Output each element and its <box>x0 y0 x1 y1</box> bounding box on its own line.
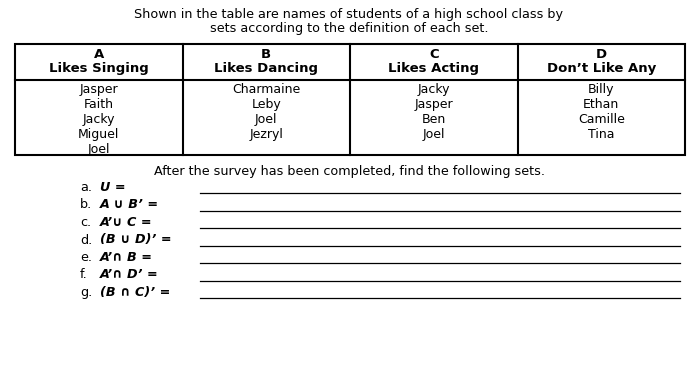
Text: Jasper: Jasper <box>80 83 118 96</box>
Text: Likes Singing: Likes Singing <box>49 62 149 75</box>
Text: Miguel: Miguel <box>78 128 119 141</box>
Text: e.: e. <box>80 251 92 264</box>
Text: a.: a. <box>80 181 92 194</box>
Text: Ben: Ben <box>422 113 446 126</box>
Text: Jasper: Jasper <box>415 98 453 111</box>
Text: C: C <box>429 48 438 61</box>
Text: sets according to the definition of each set.: sets according to the definition of each… <box>210 22 488 35</box>
Text: Camille: Camille <box>578 113 625 126</box>
Text: D: D <box>595 48 607 61</box>
Text: Don’t Like Any: Don’t Like Any <box>547 62 656 75</box>
Text: A’∪ C =: A’∪ C = <box>100 216 152 229</box>
Text: A: A <box>94 48 104 61</box>
Text: Billy: Billy <box>588 83 614 96</box>
Text: Joel: Joel <box>255 113 278 126</box>
Text: Faith: Faith <box>84 98 114 111</box>
Text: Jacky: Jacky <box>82 113 115 126</box>
Text: Charmaine: Charmaine <box>232 83 300 96</box>
Text: Likes Acting: Likes Acting <box>388 62 480 75</box>
Text: U =: U = <box>100 181 126 194</box>
Text: Joel: Joel <box>87 143 110 156</box>
Text: Likes Dancing: Likes Dancing <box>214 62 318 75</box>
Text: B: B <box>261 48 272 61</box>
Text: (B ∪ D)’ =: (B ∪ D)’ = <box>100 234 172 246</box>
Text: c.: c. <box>80 216 91 229</box>
Text: Jezryl: Jezryl <box>249 128 283 141</box>
Text: b.: b. <box>80 198 92 211</box>
Text: Tina: Tina <box>588 128 614 141</box>
Text: Jacky: Jacky <box>417 83 450 96</box>
Text: Ethan: Ethan <box>583 98 619 111</box>
Text: (B ∩ C)’ =: (B ∩ C)’ = <box>100 286 170 299</box>
Text: Shown in the table are names of students of a high school class by: Shown in the table are names of students… <box>135 8 563 21</box>
Text: f.: f. <box>80 268 88 282</box>
Text: Joel: Joel <box>422 128 445 141</box>
Bar <box>15 44 685 155</box>
Text: Leby: Leby <box>251 98 281 111</box>
Text: A’∩ D’ =: A’∩ D’ = <box>100 268 158 282</box>
Text: A’∩ B =: A’∩ B = <box>100 251 153 264</box>
Text: d.: d. <box>80 234 92 246</box>
Text: g.: g. <box>80 286 92 299</box>
Text: After the survey has been completed, find the following sets.: After the survey has been completed, fin… <box>154 165 544 178</box>
Text: A ∪ B’ =: A ∪ B’ = <box>100 198 159 211</box>
